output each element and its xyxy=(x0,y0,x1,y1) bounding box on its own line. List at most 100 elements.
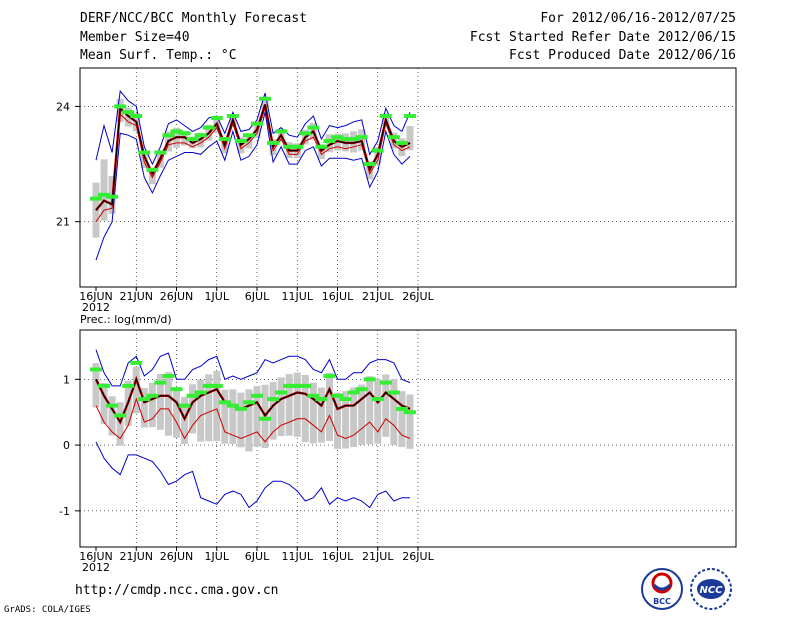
prec-spread-box xyxy=(269,382,277,440)
prec-spread-box xyxy=(350,387,358,448)
temp-observed-mark xyxy=(267,140,280,145)
temp-observed-mark xyxy=(299,131,312,136)
prec-observed-mark xyxy=(395,406,408,411)
temp-observed-mark xyxy=(403,114,416,119)
prec-spread-box xyxy=(197,379,205,442)
prec-observed-mark xyxy=(291,383,304,388)
temp-observed-mark xyxy=(291,144,304,149)
temp-year-label: 2012 xyxy=(82,301,110,314)
prec-spread-box xyxy=(301,374,309,443)
prec-observed-mark xyxy=(154,380,167,385)
temp-observed-mark xyxy=(395,140,408,145)
prec-observed-mark xyxy=(299,383,312,388)
prec-percentile-line xyxy=(95,397,411,443)
prec-spread-box xyxy=(358,384,366,445)
prec-observed-mark xyxy=(355,387,368,392)
source-url[interactable]: http://cmdp.ncc.cma.gov.cn xyxy=(75,583,279,598)
prec-ytick-label: 1 xyxy=(63,373,70,386)
prec-observed-mark xyxy=(283,383,296,388)
prec-spread-box xyxy=(245,389,253,452)
temp-spread-box xyxy=(100,159,108,221)
temp-observed-mark xyxy=(347,137,360,142)
prec-spread-box xyxy=(382,374,390,437)
prec-spread-box xyxy=(108,396,116,436)
prec-observed-mark xyxy=(162,374,175,379)
temp-observed-mark xyxy=(355,135,368,140)
temp-observed-mark xyxy=(178,131,191,136)
prec-spread-box xyxy=(293,372,301,437)
prec-observed-mark xyxy=(170,387,183,392)
prec-observed-mark xyxy=(371,397,384,402)
temp-spread-box xyxy=(245,133,253,149)
prec-xtick-label: 6JUL xyxy=(245,550,270,563)
prec-observed-mark xyxy=(106,403,119,408)
temp-observed-mark xyxy=(339,137,352,142)
prec-observed-mark xyxy=(194,390,207,395)
temp-observed-mark xyxy=(379,114,392,119)
temp-xtick-label: 1JUL xyxy=(205,290,230,303)
prec-spread-box xyxy=(213,371,221,441)
temp-observed-mark xyxy=(202,125,215,130)
temp-spread-box xyxy=(140,151,148,168)
prec-ytick-label: -1 xyxy=(59,505,70,518)
temp-xtick-label: 26JUL xyxy=(402,290,434,303)
temp-observed-mark xyxy=(130,114,143,119)
prec-spread-box xyxy=(277,377,285,437)
temp-xtick-label: 21JUN xyxy=(119,290,153,303)
temp-observed-mark xyxy=(242,133,255,138)
prec-observed-mark xyxy=(331,393,344,398)
temp-observed-mark xyxy=(218,137,231,142)
grads-credit: GrADS: COLA/IGES xyxy=(4,605,91,615)
temp-observed-mark xyxy=(154,150,167,155)
prec-xtick-label: 26JUL xyxy=(402,550,434,563)
temp-xtick-label: 11JUL xyxy=(282,290,314,303)
temp-observed-mark xyxy=(371,148,384,153)
prec-year-label: 2012 xyxy=(82,561,110,574)
temp-observed-mark xyxy=(323,139,336,143)
prec-observed-mark xyxy=(307,393,320,398)
prec-spread-box xyxy=(132,366,140,414)
prec-spread-box xyxy=(285,374,293,436)
temp-observed-mark xyxy=(315,144,328,149)
prec-spread-box xyxy=(237,392,245,448)
temp-observed-mark xyxy=(259,96,272,101)
temp-xtick-label: 26JUN xyxy=(160,290,194,303)
prec-spread-box xyxy=(406,394,414,449)
temp-observed-mark xyxy=(275,129,288,134)
temp-spread-box xyxy=(261,98,269,109)
prec-xtick-label: 16JUN xyxy=(79,550,113,563)
temp-observed-mark xyxy=(387,135,400,140)
prec-observed-mark xyxy=(122,383,135,388)
prec-observed-mark xyxy=(90,367,102,372)
temp-plot-frame xyxy=(79,67,737,288)
temp-observed-mark xyxy=(98,192,111,197)
temp-observed-mark xyxy=(162,133,175,138)
prec-spread-box xyxy=(390,379,398,445)
prec-spread-box xyxy=(334,392,341,449)
prec-observed-mark xyxy=(242,400,255,405)
temp-spread-box xyxy=(406,126,414,151)
temp-observed-mark xyxy=(90,196,102,201)
prec-plot-frame xyxy=(79,329,737,548)
temp-observed-mark xyxy=(170,129,183,134)
temp-xtick-label: 21JUL xyxy=(362,290,394,303)
prec-spread-box xyxy=(221,389,229,444)
prec-ytick-label: 0 xyxy=(63,439,70,452)
temp-observed-mark xyxy=(194,133,207,138)
prec-observed-mark xyxy=(379,380,392,385)
bcc-logo: BCC xyxy=(641,568,683,610)
prec-observed-mark xyxy=(138,397,151,402)
prec-spread-box xyxy=(156,374,164,430)
fcst-produced-date: Fcst Produced Date 2012/06/16 xyxy=(509,48,736,63)
prec-spread-box xyxy=(148,382,156,428)
prec-observed-mark xyxy=(275,390,288,395)
prec-spread-box xyxy=(374,378,382,444)
prec-spread-box xyxy=(325,372,333,441)
prec-spread-box xyxy=(398,391,406,448)
temp-observed-mark xyxy=(210,115,223,120)
temp-observed-mark xyxy=(138,150,151,155)
prec-observed-mark xyxy=(315,397,328,402)
temp-observed-mark xyxy=(251,121,263,126)
prec-spread-box xyxy=(100,383,108,424)
